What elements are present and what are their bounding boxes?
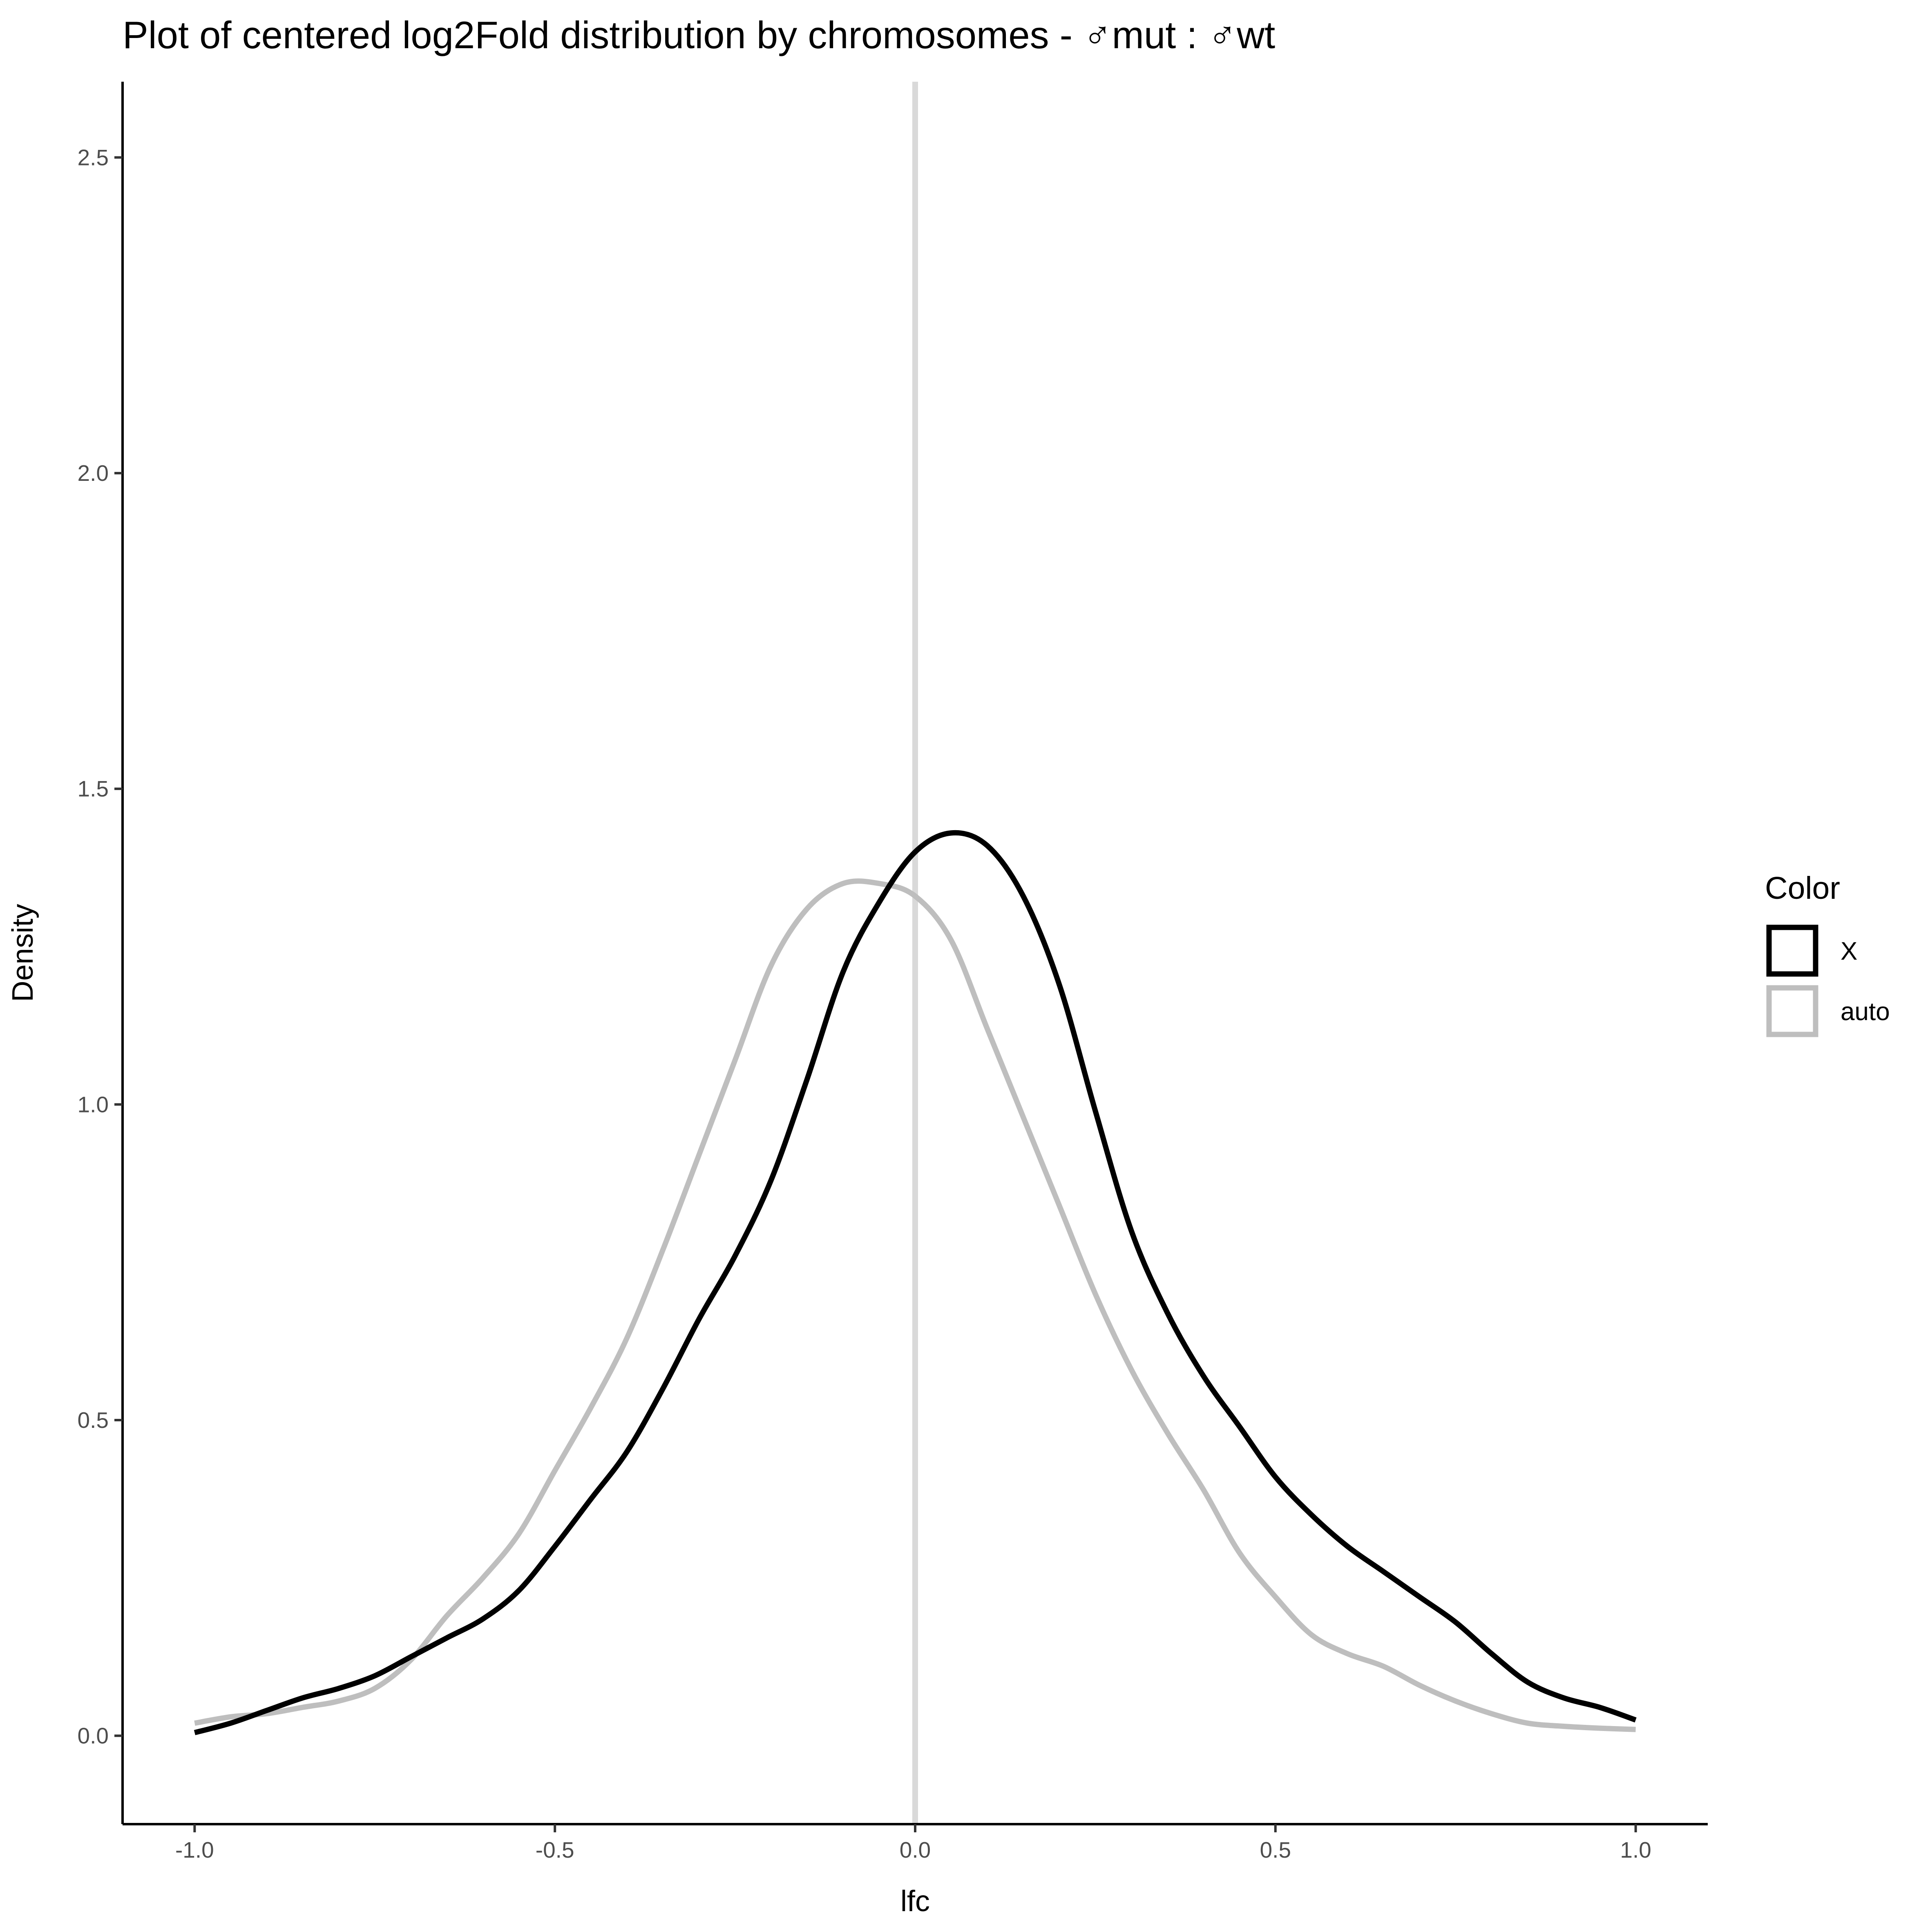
legend-key-auto (1766, 985, 1818, 1037)
legend-label-auto: auto (1841, 998, 1890, 1026)
legend-title: Color (1765, 871, 1840, 906)
x-tick-label: 0.0 (900, 1837, 931, 1863)
y-tick-label: 0.5 (78, 1407, 109, 1433)
y-tick-label: 1.0 (78, 1092, 109, 1117)
y-axis-ticks: 0.0 0.5 1.0 1.5 2.0 2.5 (78, 145, 123, 1749)
density-line-auto (194, 878, 1636, 1732)
legend-key-x (1766, 925, 1818, 977)
x-tick-label: -0.5 (536, 1837, 574, 1863)
y-axis-title: Density (7, 904, 39, 1002)
plot-area (194, 82, 1637, 1824)
density-line-x (194, 830, 1637, 1735)
legend-label-x: X (1841, 937, 1857, 965)
x-tick-label: -1.0 (175, 1837, 214, 1863)
x-tick-label: 0.5 (1260, 1837, 1291, 1863)
x-axis-ticks: -1.0 -0.5 0.0 0.5 1.0 (175, 1824, 1651, 1863)
y-tick-label: 2.5 (78, 145, 109, 170)
y-tick-label: 0.0 (78, 1723, 109, 1749)
chart-title: Plot of centered log2Fold distribution b… (123, 13, 1275, 56)
series-layer (194, 830, 1637, 1735)
y-tick-label: 1.5 (78, 776, 109, 802)
x-axis-title: lfc (900, 1885, 930, 1918)
x-tick-label: 1.0 (1620, 1837, 1651, 1863)
y-tick-label: 2.0 (78, 460, 109, 486)
